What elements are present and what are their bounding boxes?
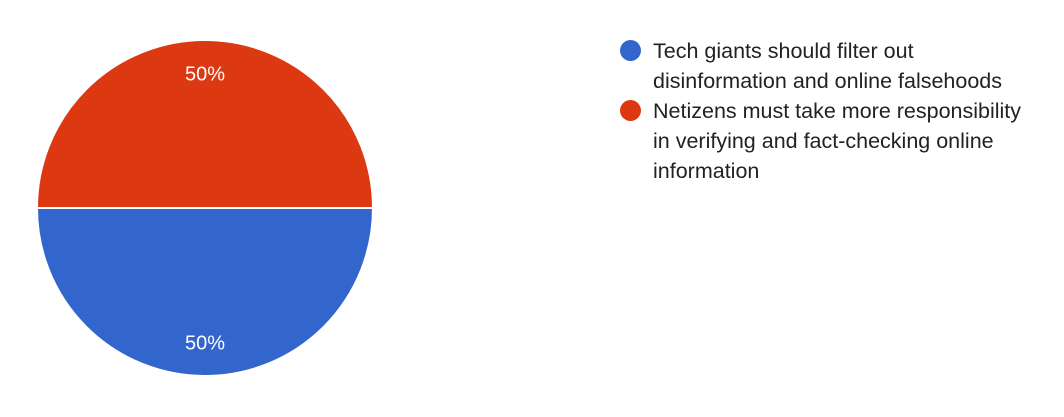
legend-label-line: disinformation and online falsehoods [653,69,1003,93]
legend-label-line: information [653,159,760,183]
pie-slice-label-2: 50% [185,64,225,86]
legend-swatch-icon [620,100,641,121]
pie-slice-2[interactable] [35,39,375,209]
pie-slice-1[interactable] [35,207,375,377]
legend-item-1[interactable]: Tech giants should filter out disinformat… [620,36,1060,96]
legend-label-line: Netizens must take more responsibility [653,99,1022,123]
legend-label-line: Tech giants should filter out [653,39,914,63]
legend-item-2[interactable]: Netizens must take more responsibility in… [620,96,1060,186]
legend-label-line: in verifying and fact-checking online [653,129,994,153]
legend-label: Tech giants should filter out disinformat… [653,36,1002,96]
legend-label: Netizens must take more responsibility in… [653,96,1021,186]
legend-swatch-icon [620,40,641,61]
pie-slice-labels: 50% 50% [185,64,225,355]
pie-slices [35,39,375,377]
pie-slice-label-1: 50% [185,332,225,354]
chart-legend: Tech giants should filter out disinformat… [620,36,1060,186]
